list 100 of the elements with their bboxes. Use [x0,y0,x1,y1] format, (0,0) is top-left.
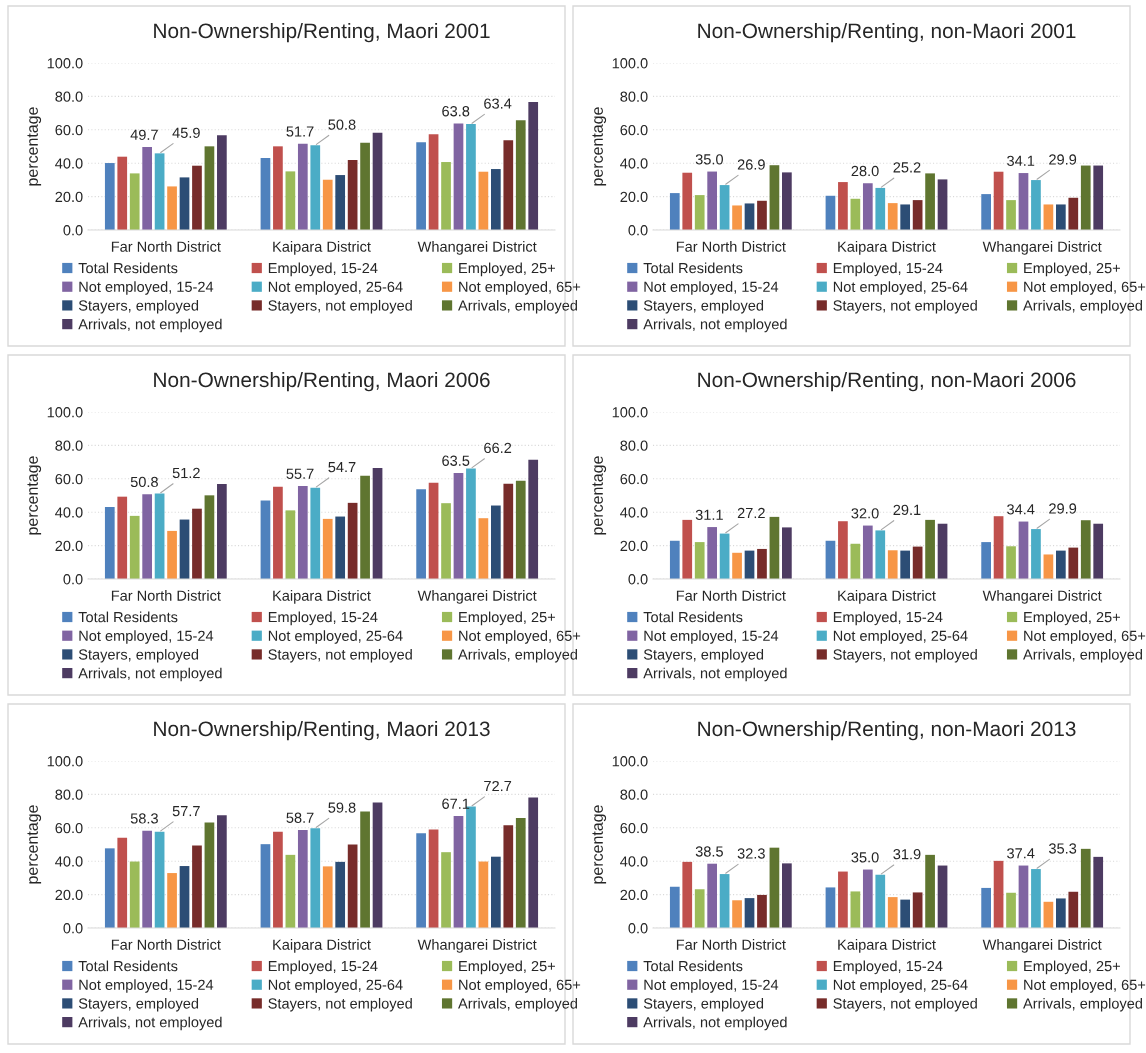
bar [694,195,705,230]
bar [707,527,718,579]
y-axis-title: percentage [27,107,42,186]
legend-label: Employed, 25+ [1024,960,1120,975]
bar [769,847,780,928]
y-tick-label: 60.0 [55,822,83,834]
bar [129,173,140,230]
bar [154,153,165,230]
data-label: 35.0 [695,154,723,165]
bar [707,863,718,928]
bar [297,143,308,230]
x-tick-label: Far North District [111,939,221,950]
legend-label: Not employed, 25-64 [268,630,403,644]
bar [782,172,792,230]
bar [1068,547,1079,579]
bar [104,848,115,928]
bar [887,203,898,230]
bar [372,467,383,579]
y-tick-label: 40.0 [620,856,648,867]
bar [1068,197,1079,230]
data-label: 63.4 [484,98,512,109]
legend-label: Employed, 15-24 [833,960,943,975]
bar [719,874,730,928]
bar [669,886,680,928]
bar [875,530,886,579]
bar [669,193,680,230]
y-tick-label: 0.0 [628,225,648,236]
legend-label: Arrivals, employed [1023,299,1143,314]
data-label: 32.0 [851,508,879,519]
bar [515,818,526,928]
bar [875,874,886,928]
bar [192,508,202,579]
bar [981,887,991,928]
bar [669,540,680,579]
data-label: 29.1 [893,504,921,516]
bar [1006,546,1016,579]
x-tick-label: Whangarei District [982,939,1102,953]
y-tick-label: 0.0 [63,225,83,236]
x-tick-label: Kaipara District [273,241,371,255]
data-label: 34.4 [1007,504,1035,515]
bar [260,500,271,579]
bar [372,132,383,230]
bar [694,542,705,579]
bar [993,860,1004,928]
bar [322,518,333,579]
legend-label: Employed, 15-24 [268,611,378,626]
bar [347,844,358,928]
x-tick-label: Whangarei District [982,241,1102,255]
bar [825,887,836,928]
data-label: 72.7 [484,780,512,792]
bar [260,844,271,928]
bar [273,486,283,579]
bar [515,120,526,230]
bar [217,483,227,579]
bar [204,495,215,579]
bar [154,493,165,579]
bar [682,861,693,928]
bar [167,186,177,230]
bar [335,175,346,230]
bar [297,829,308,928]
bar [285,510,296,579]
bar [912,200,923,230]
bar [1068,891,1079,928]
bar [1093,523,1104,579]
bar [981,194,991,230]
bar [528,797,539,928]
bar [453,472,464,579]
data-label: 27.2 [737,507,765,519]
bar [719,185,730,230]
bar [1080,848,1091,928]
data-label: 38.5 [695,846,723,857]
y-tick-label: 100.0 [47,58,83,69]
legend-label: Employed, 15-24 [833,611,943,626]
data-label: 67.1 [442,798,470,809]
legend-label: Stayers, employed [78,648,199,663]
bar [372,802,383,928]
y-axis-title: percentage [27,805,42,884]
bar [297,485,308,579]
legend-label: Not employed, 65+ [1024,281,1146,295]
legend-label: Stayers, not employed [268,648,412,663]
legend-label: Not employed, 25-64 [268,979,403,993]
x-tick-label: Far North District [676,241,786,252]
bar [1093,165,1104,230]
bar [167,530,177,579]
data-label: 26.9 [737,159,765,170]
bar [441,503,451,579]
legend-label: Not employed, 15-24 [644,281,779,295]
bar [862,869,873,928]
chart-title: Non-Ownership/Renting, non-Maori 2013 [698,720,1076,741]
legend-label: Not employed, 15-24 [79,281,214,295]
y-tick-label: 100.0 [612,58,648,69]
legend-label: Total Residents [643,262,743,274]
bar [1093,856,1104,928]
bar [453,815,464,928]
legend-label: Not employed, 65+ [1024,630,1146,644]
y-tick-label: 20.0 [620,191,648,203]
bar [322,179,333,230]
bar [925,173,935,230]
bar [490,169,501,230]
legend-label: Employed, 25+ [1024,611,1120,626]
